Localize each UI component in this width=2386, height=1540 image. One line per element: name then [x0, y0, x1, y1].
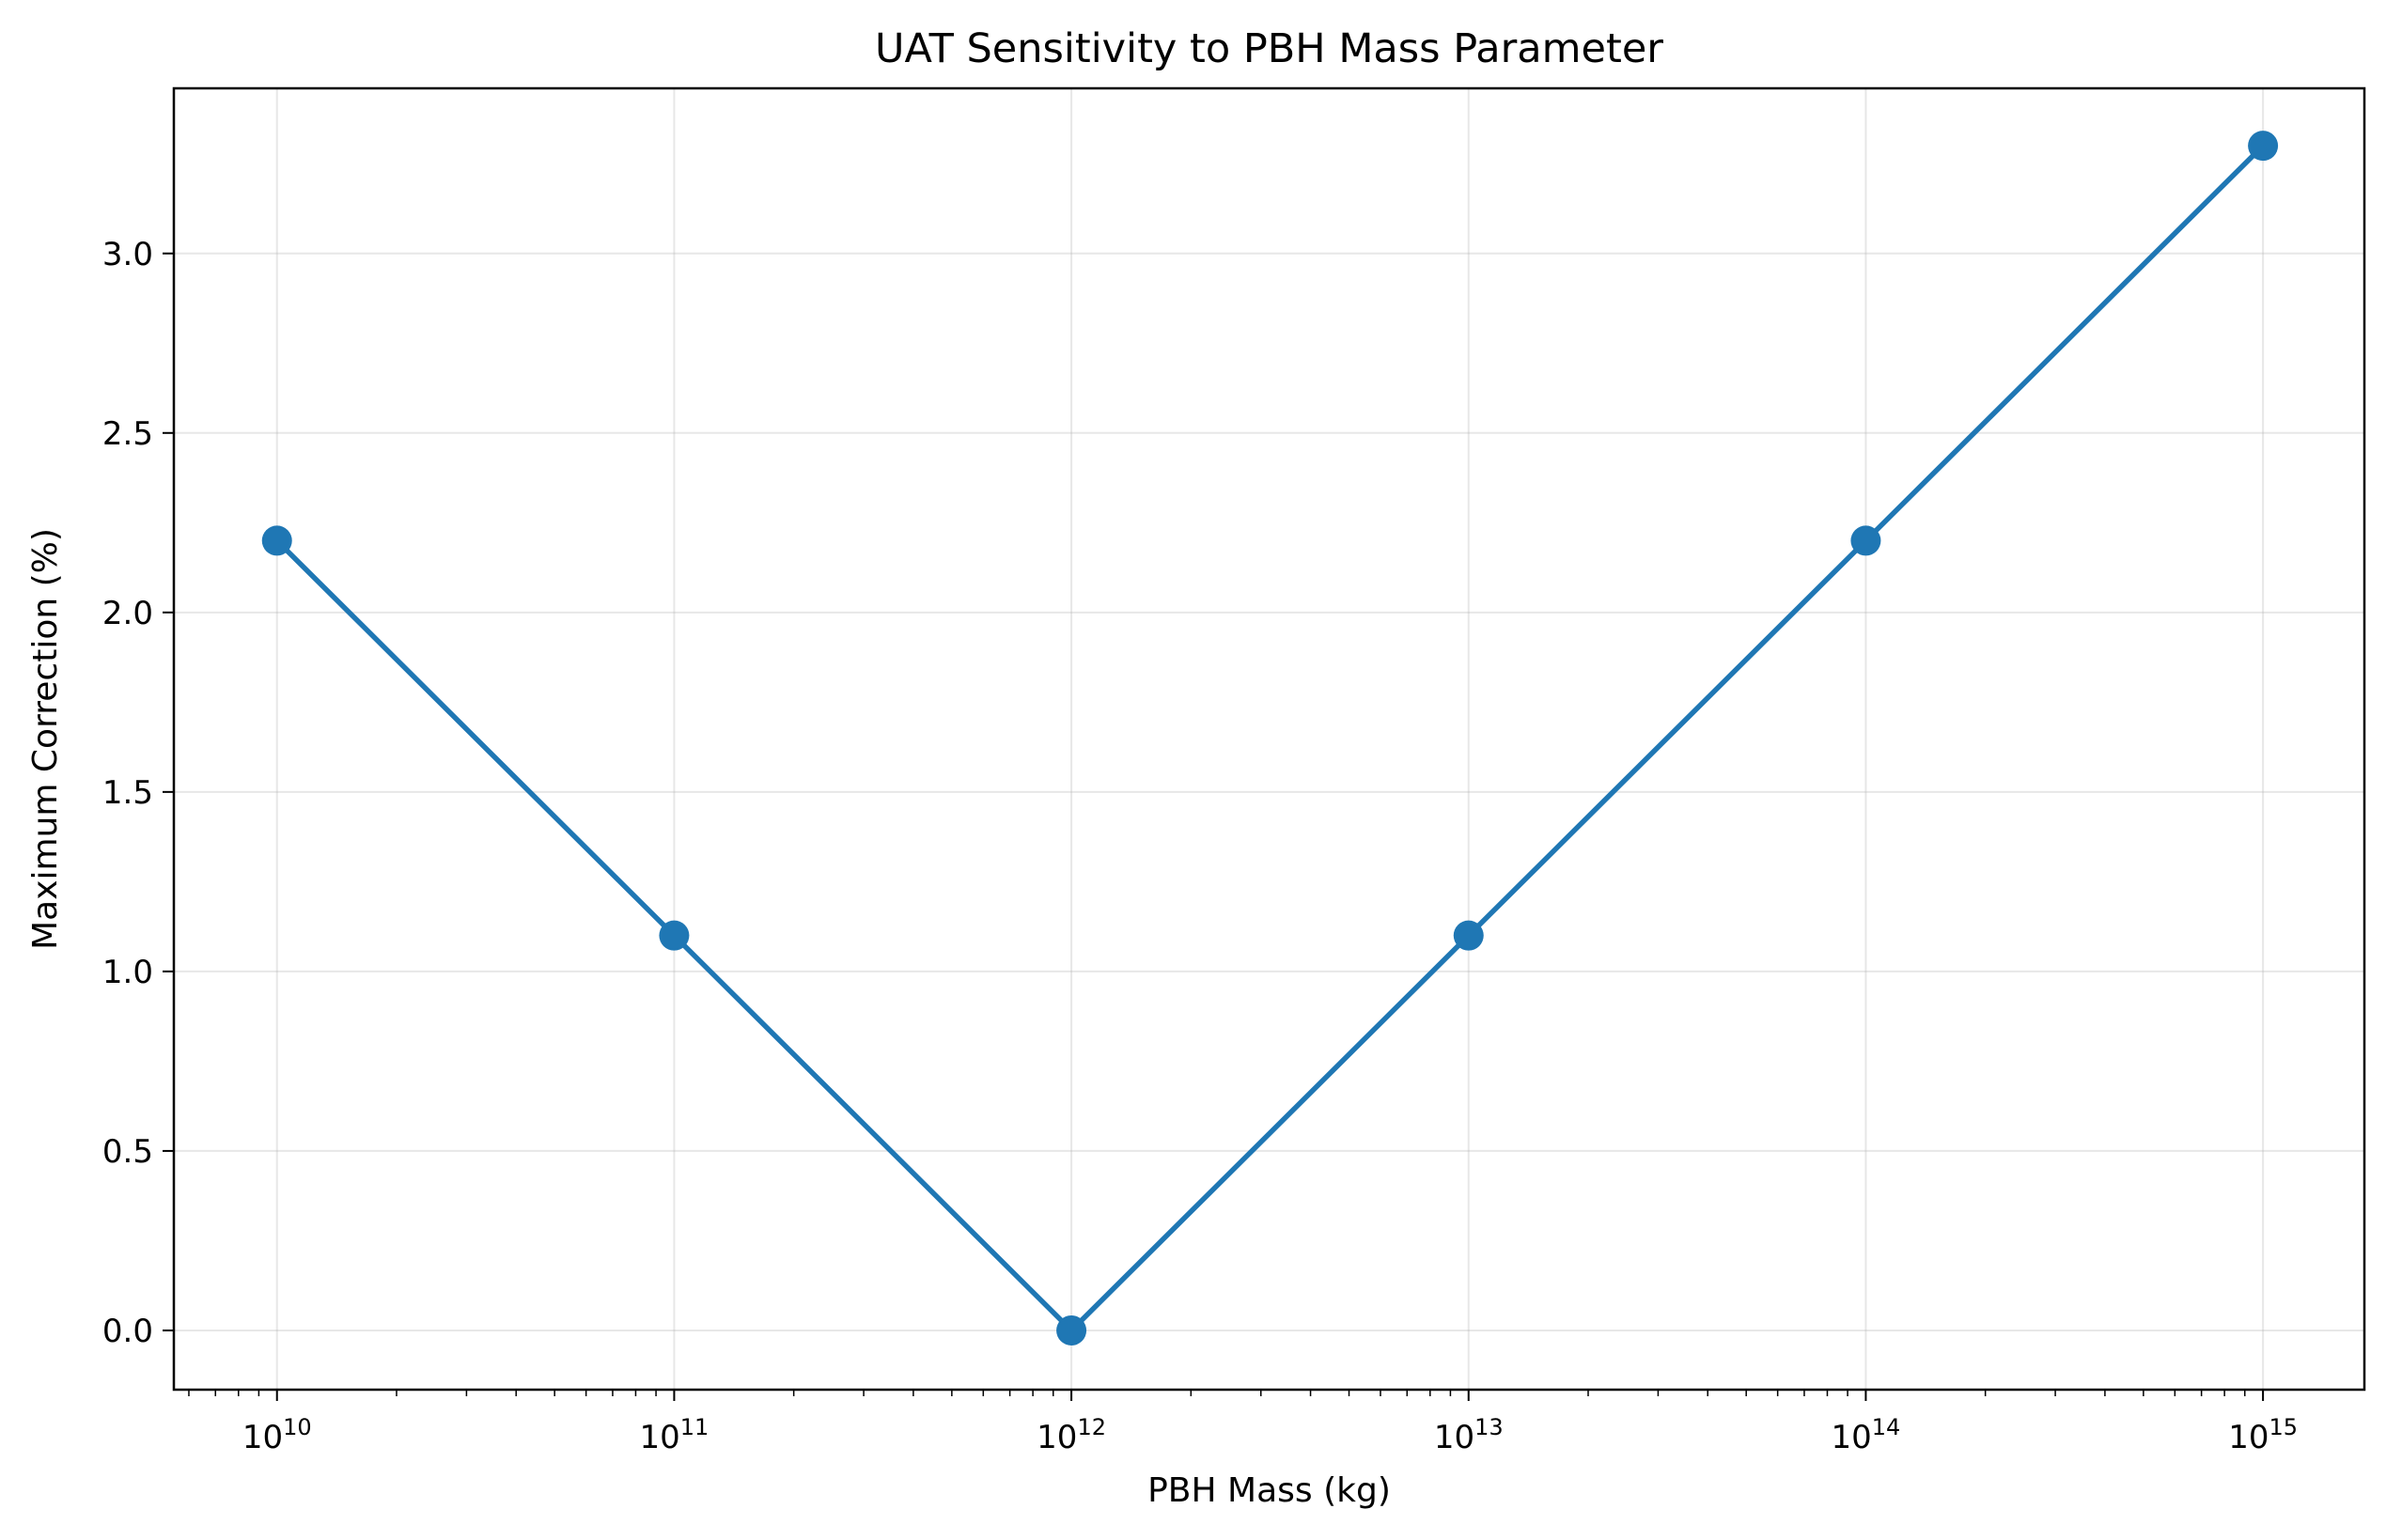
- x-tick-label: 1013: [1434, 1414, 1504, 1456]
- x-minor-ticks: [188, 1390, 2246, 1396]
- series-line: [274, 144, 2266, 1333]
- y-tick-label: 2.0: [102, 595, 153, 632]
- data-point: [261, 525, 292, 556]
- x-tick-label: 1015: [2228, 1414, 2298, 1456]
- plot-area-frame: [172, 86, 2366, 1392]
- x-tick-label: 1011: [640, 1414, 710, 1456]
- y-tick-label: 1.5: [102, 774, 153, 812]
- x-tick-label: 1014: [1832, 1414, 1901, 1456]
- y-tick-label: 2.5: [102, 415, 153, 453]
- tick-labels: 0.0 0.5 1.0 1.5 2.0 2.5 3.0 1010 1011 1012 1013 101…: [102, 236, 2298, 1456]
- grid: [174, 88, 2364, 1390]
- x-tick-label: 1010: [242, 1414, 312, 1456]
- y-axis-title: Maximum Correction (%): [26, 528, 65, 950]
- x-axis-title: PBH Mass (kg): [1147, 1471, 1391, 1510]
- x-tick-label: 1012: [1037, 1414, 1106, 1456]
- data-point: [1056, 1314, 1087, 1346]
- data-point: [1850, 525, 1881, 556]
- data-point: [1453, 920, 1484, 951]
- data-point: [2248, 131, 2279, 162]
- series-layer: [261, 131, 2279, 1346]
- y-tick-label: 3.0: [102, 236, 153, 273]
- major-ticks: [163, 252, 2265, 1401]
- y-tick-label: 0.0: [102, 1313, 153, 1350]
- y-tick-label: 0.5: [102, 1133, 153, 1171]
- y-tick-label: 1.0: [102, 954, 153, 991]
- chart-title: UAT Sensitivity to PBH Mass Parameter: [875, 25, 1663, 72]
- data-point: [659, 920, 690, 951]
